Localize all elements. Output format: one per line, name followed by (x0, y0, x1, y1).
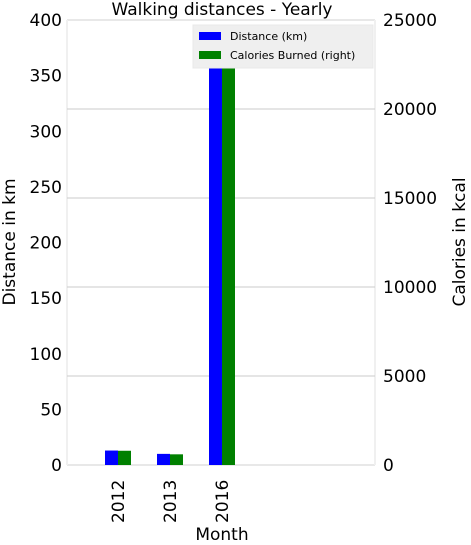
x-tick-label: 2016 (213, 480, 233, 523)
legend-label-distance: Distance (km) (230, 30, 307, 43)
legend-label-calories: Calories Burned (right) (230, 49, 355, 62)
x-axis-ticks: 2012 2013 2016 (109, 480, 233, 523)
y-tick-left: 0 (51, 456, 62, 476)
y-tick-right: 20000 (383, 100, 437, 120)
y-tick-left: 150 (30, 289, 62, 309)
bar-calories (170, 454, 183, 465)
bars (105, 60, 235, 466)
legend: Distance (km) Calories Burned (right) (192, 24, 374, 69)
x-tick-label: 2012 (109, 480, 129, 523)
bar-distance (209, 67, 222, 466)
bar-distance (105, 450, 118, 465)
legend-box (192, 24, 374, 69)
chart-title: Walking distances - Yearly (111, 0, 332, 20)
y-tick-left: 400 (30, 11, 62, 31)
left-axis-ticks: 0 50 100 150 200 250 300 350 400 (30, 11, 62, 476)
y-tick-left: 50 (40, 400, 62, 420)
y-tick-right: 0 (383, 456, 394, 476)
y-tick-left: 250 (30, 178, 62, 198)
legend-swatch-calories (199, 51, 221, 59)
x-axis-label: Month (195, 525, 248, 545)
bar-calories (118, 450, 131, 465)
y-axis-label-left: Distance in km (0, 178, 20, 305)
y-axis-label-right: Calories in kcal (450, 177, 470, 306)
bar-distance (157, 453, 170, 465)
right-axis-ticks: 0 5000 10000 15000 20000 25000 (383, 11, 437, 476)
legend-swatch-distance (199, 32, 221, 40)
y-tick-left: 300 (30, 122, 62, 142)
y-tick-right: 25000 (383, 11, 437, 31)
x-tick-label: 2013 (161, 480, 181, 523)
y-tick-left: 350 (30, 67, 62, 87)
y-tick-right: 5000 (383, 367, 426, 387)
y-tick-left: 100 (30, 345, 62, 365)
y-tick-right: 10000 (383, 278, 437, 298)
bar-calories (222, 60, 235, 466)
y-tick-left: 200 (30, 234, 62, 254)
y-tick-right: 15000 (383, 189, 437, 209)
